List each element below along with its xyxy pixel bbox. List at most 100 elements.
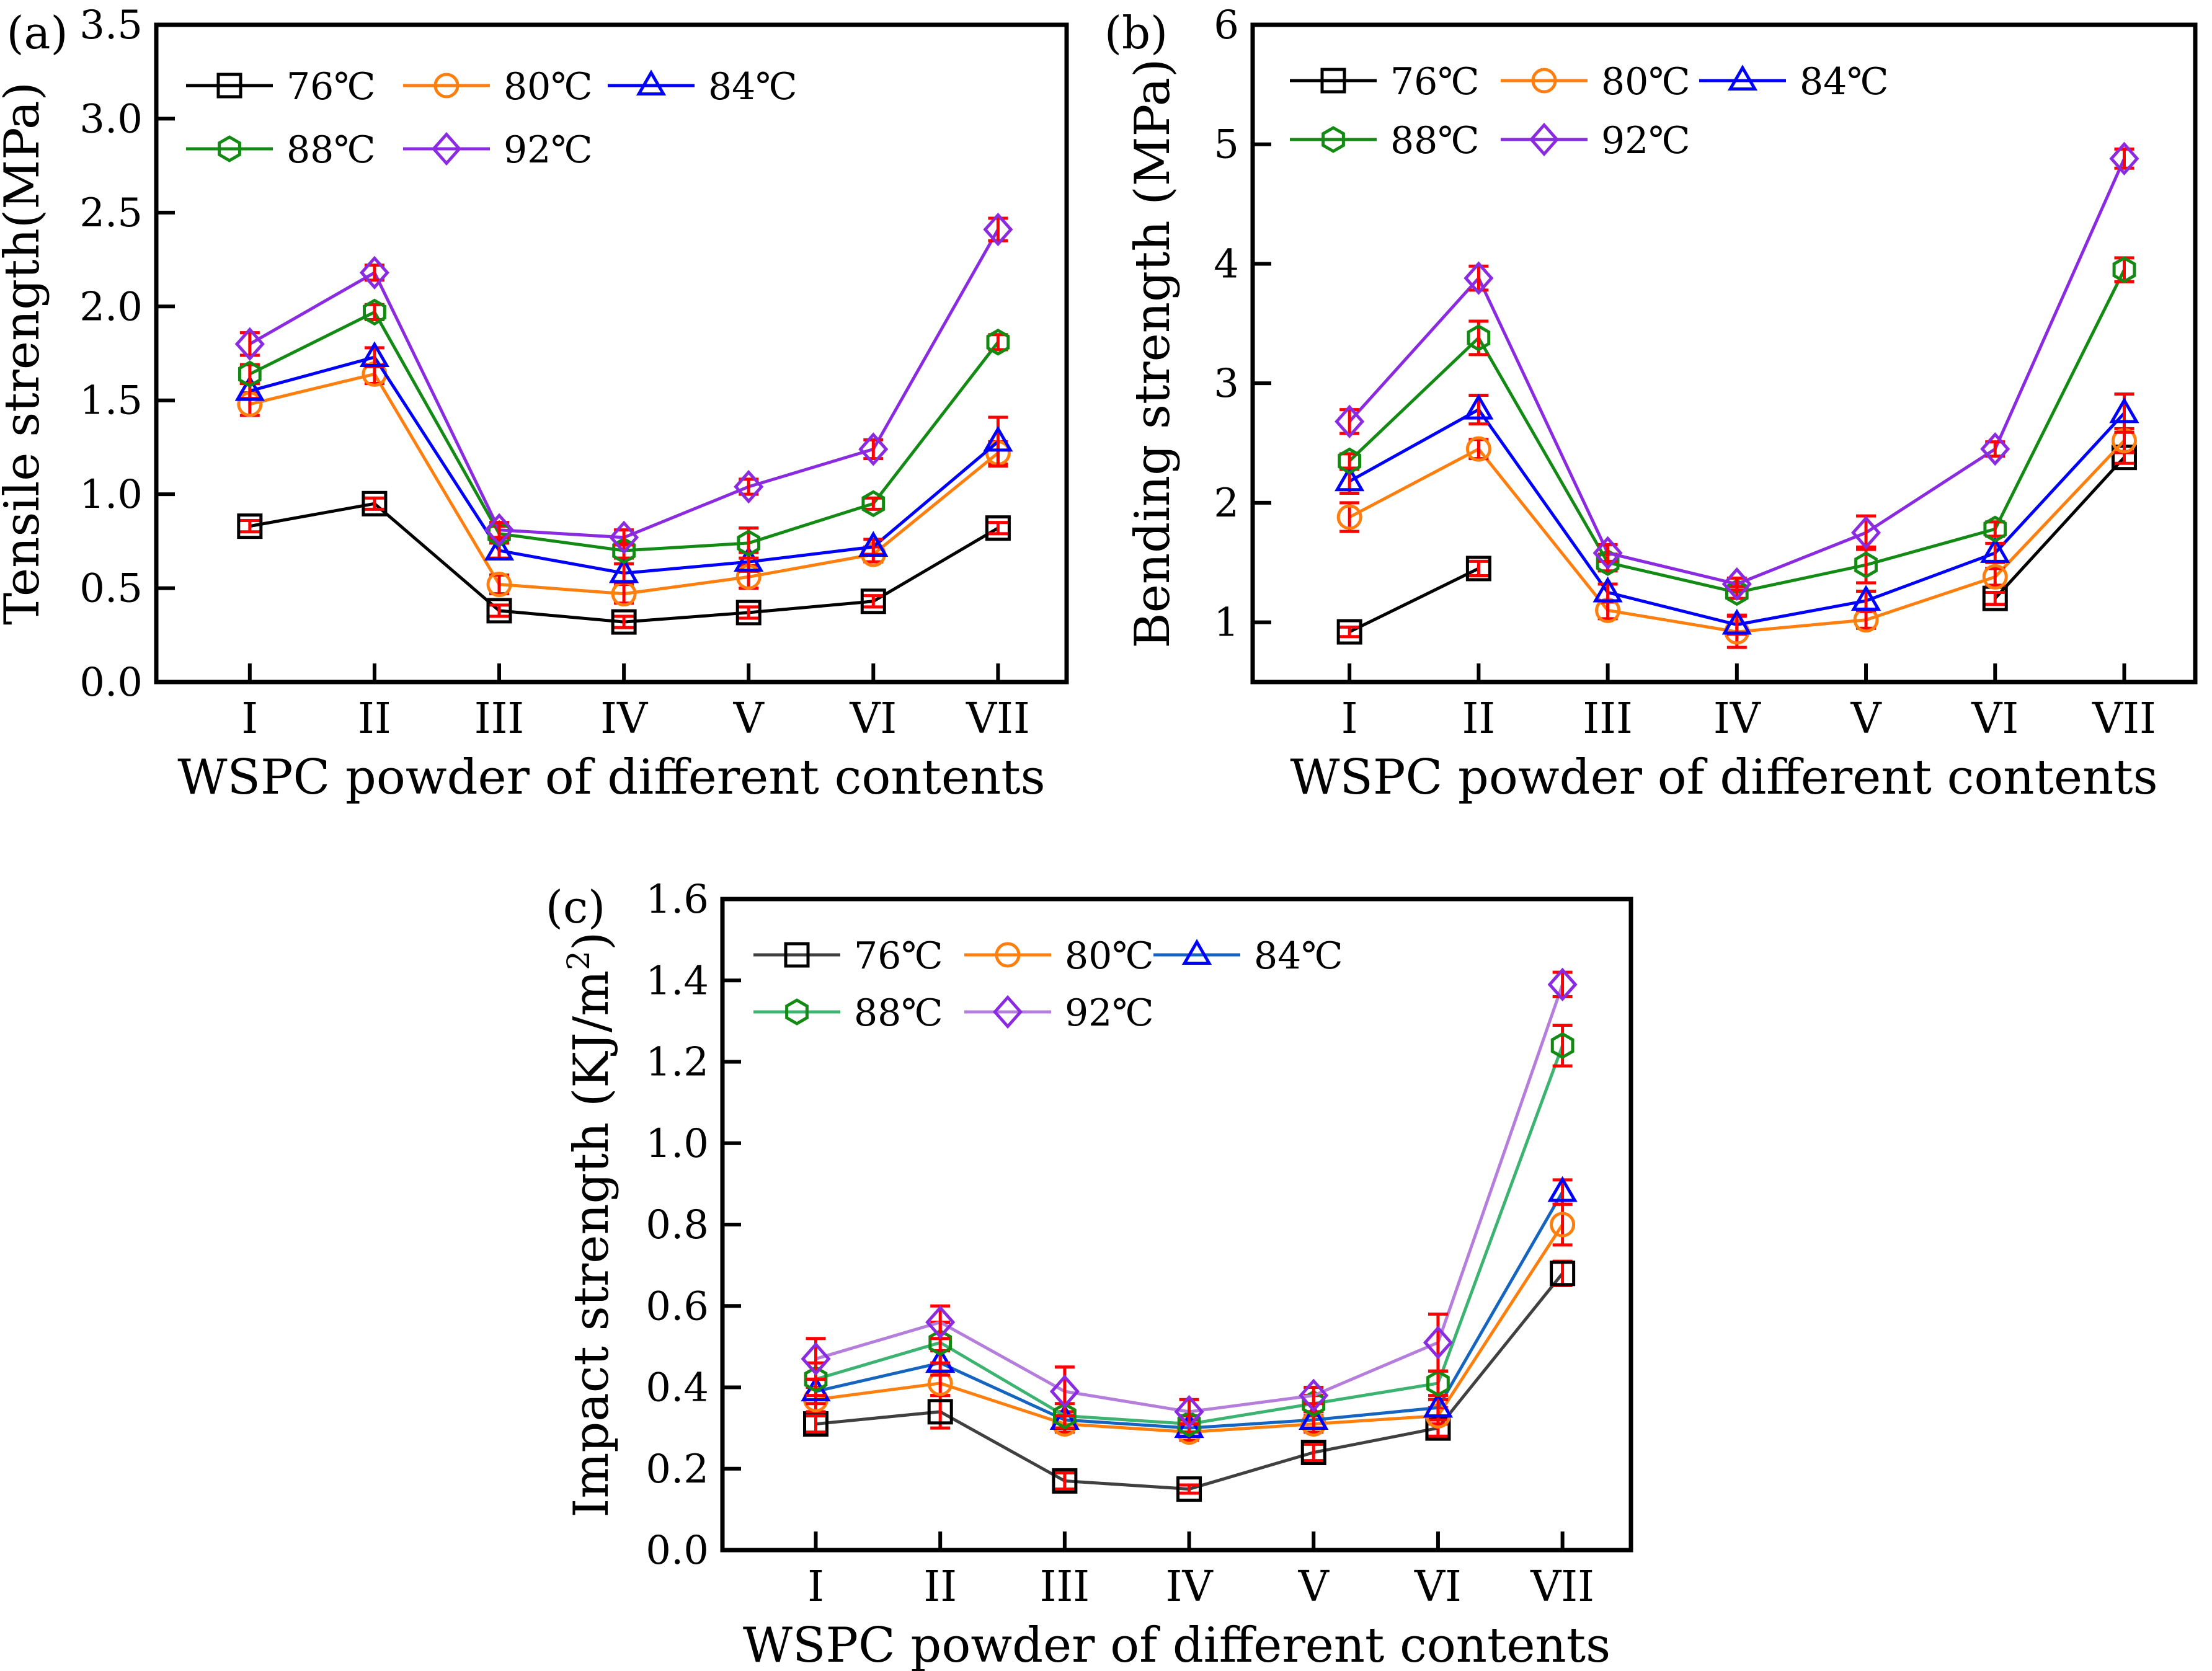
data-point (860, 588, 886, 614)
data-point (1550, 1261, 1576, 1287)
legend-label: 80℃ (1601, 60, 1690, 104)
x-tick-label: VI (849, 694, 897, 743)
x-axis: I II III IV V VI VII (241, 663, 1030, 743)
error-bar (239, 519, 260, 534)
x-tick-label: VI (1414, 1562, 1462, 1611)
error-bar (1339, 501, 1360, 533)
series-76℃ (237, 490, 1011, 635)
y-tick-label: 3.5 (79, 2, 143, 48)
legend-item: 76℃ (753, 934, 943, 978)
data-point (1550, 1032, 1575, 1060)
data-point (1854, 551, 1878, 578)
data-point (1299, 1378, 1329, 1412)
panel-a: 0.00.51.01.52.02.53.03.5I II III IV V VI VIIWS… (0, 2, 1069, 805)
legend-marker (1531, 68, 1557, 94)
panel-c: 0.00.20.40.60.81.01.21.41.6I II III IV V VI VI… (546, 877, 1633, 1671)
legend-marker (216, 73, 242, 99)
data-point (986, 329, 1010, 356)
data-point (928, 1329, 953, 1357)
legend-marker (1320, 68, 1346, 94)
data-point (737, 530, 761, 557)
data-point (1465, 556, 1491, 582)
data-point (1547, 967, 1578, 1001)
error-bar (988, 521, 1008, 536)
data-point (2112, 256, 2136, 283)
legend-marker (1727, 64, 1758, 91)
legend-label: 92℃ (1601, 119, 1690, 162)
y-tick-label: 0.2 (646, 1447, 709, 1492)
data-point (1980, 537, 2010, 563)
y-tick-label: 1.4 (646, 958, 709, 1004)
error-bar (489, 603, 510, 618)
x-tick-label: III (1583, 694, 1633, 743)
data-point (858, 432, 889, 466)
error-bar (1428, 1312, 1448, 1373)
error-bar (2114, 147, 2134, 170)
legend-marker (1321, 126, 1345, 153)
y-tick-label: 2 (1214, 481, 1239, 526)
data-point (804, 1365, 828, 1393)
x-tick-label: II (1462, 694, 1496, 743)
x-tick-label: VII (966, 694, 1030, 743)
legend-label: 88℃ (286, 128, 375, 172)
error-bar (863, 496, 884, 511)
y-tick-label: 0.8 (646, 1202, 709, 1248)
y-tick-label: 1.0 (646, 1121, 709, 1167)
data-point (238, 360, 262, 388)
x-tick-label: VII (1530, 1562, 1594, 1611)
data-point (1850, 585, 1881, 611)
y-tick-label: 6 (1214, 2, 1239, 48)
y-tick-label: 1.6 (646, 877, 709, 923)
error-bar (1304, 1442, 1324, 1463)
data-point (1550, 1212, 1576, 1238)
x-tick-label: II (923, 1562, 957, 1611)
data-point (1336, 619, 1362, 645)
data-point (1052, 1468, 1078, 1494)
x-tick-label: I (241, 694, 258, 743)
legend-label: 92℃ (1065, 991, 1153, 1035)
series-line (1348, 157, 2126, 586)
error-bar (1985, 590, 2005, 606)
legend-item: 84℃ (1153, 934, 1343, 978)
legend-item: 88℃ (753, 991, 943, 1035)
y-tick-label: 1.0 (79, 472, 143, 518)
error-bar (988, 333, 1008, 352)
data-point (985, 515, 1011, 541)
data-point (858, 531, 889, 557)
series-92℃ (234, 212, 1013, 554)
series-84℃ (1335, 392, 2139, 636)
legend-item: 80℃ (403, 65, 592, 109)
data-point (1982, 564, 2008, 590)
data-point (1547, 1176, 1578, 1202)
data-point (362, 490, 388, 516)
data-point (608, 557, 639, 583)
data-point (1426, 1370, 1450, 1397)
legend-label: 84℃ (1254, 934, 1343, 978)
data-point (1299, 1404, 1329, 1430)
plot-frame (154, 22, 1069, 685)
data-point (611, 609, 637, 635)
error-bar (739, 605, 759, 620)
data-point (359, 341, 390, 368)
y-axis: 0.0 0.2 0.4 0.6 0.8 1.0 1.2 1.4 1.6 (646, 877, 741, 1574)
data-point (486, 572, 512, 598)
y-tick-label: 2.0 (79, 284, 143, 330)
error-bar (1179, 1483, 1199, 1495)
data-point (2109, 141, 2139, 176)
series-92℃ (801, 967, 1578, 1429)
y-tick-label: 1 (1214, 600, 1239, 646)
error-bar (614, 614, 634, 629)
y-tick-label: 3.0 (79, 96, 143, 142)
data-point (1336, 504, 1362, 530)
data-point (735, 600, 762, 626)
series-line (1349, 567, 1480, 634)
series-84℃ (234, 341, 1013, 584)
data-point (1465, 436, 1491, 462)
legend-marker (431, 131, 462, 166)
data-point (2109, 397, 2139, 423)
legend: 76℃ 80℃ 84℃ 88℃ 92℃ (1290, 60, 1888, 162)
data-point (1423, 1326, 1453, 1360)
y-tick-label: 4 (1214, 241, 1239, 287)
x-tick-label: I (807, 1562, 824, 1611)
